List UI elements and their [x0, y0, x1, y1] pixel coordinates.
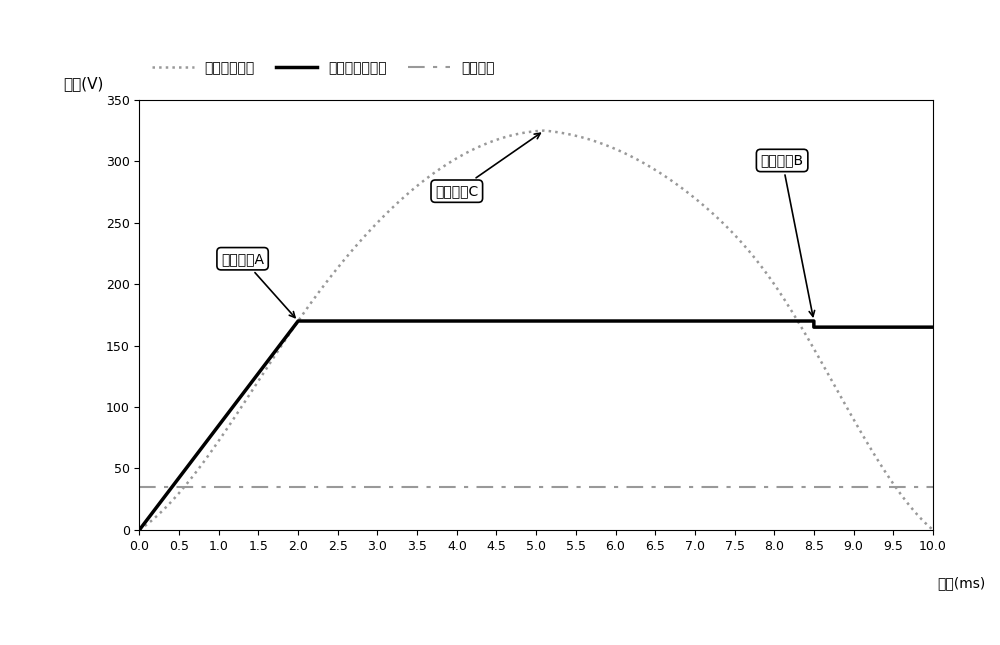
正常输出电压: [538, 126, 550, 134]
Text: 停机时刻C: 停机时刻C: [435, 134, 540, 198]
正常输出电压: [753, 259, 765, 267]
停机后输出电压: [133, 526, 145, 533]
Legend: 正常输出电压, 停机后输出电压, 安全电压: 正常输出电压, 停机后输出电压, 安全电压: [146, 55, 500, 81]
Text: 停机时刻A: 停机时刻A: [221, 252, 295, 317]
Text: 时间(ms): 时间(ms): [937, 577, 985, 591]
停机后输出电压: [808, 317, 820, 325]
正常输出电压: [499, 134, 511, 141]
正常输出电压: [535, 127, 547, 135]
停机后输出电压: [808, 323, 820, 331]
Text: 停机时刻B: 停机时刻B: [761, 154, 815, 317]
正常输出电压: [927, 526, 939, 533]
正常输出电压: [458, 150, 470, 158]
正常输出电压: [905, 504, 917, 511]
Line: 停机后输出电压: 停机后输出电压: [139, 321, 933, 530]
正常输出电压: [133, 526, 145, 533]
正常输出电压: [454, 152, 466, 160]
Line: 正常输出电压: 正常输出电压: [139, 130, 933, 530]
停机后输出电压: [292, 317, 304, 325]
停机后输出电压: [927, 323, 939, 331]
Y-axis label: 电压(V): 电压(V): [64, 76, 104, 92]
